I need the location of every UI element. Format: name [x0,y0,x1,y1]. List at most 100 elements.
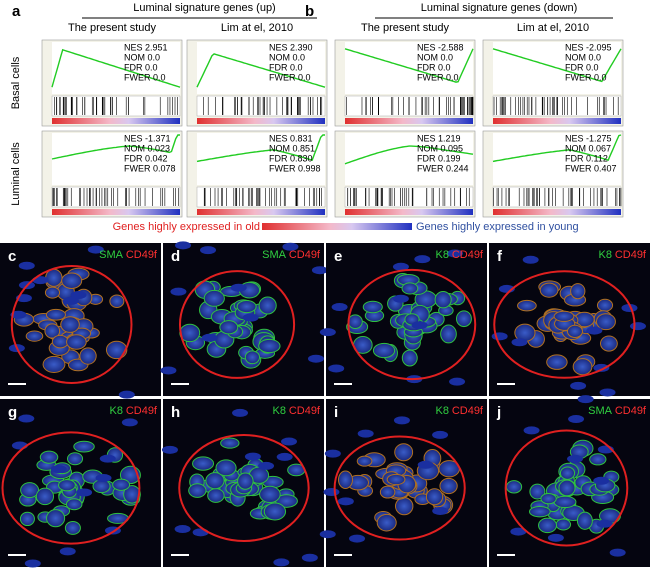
gsea-stat: NES 1.219 [417,133,461,143]
hit-area [196,186,326,208]
nucleus [263,502,287,521]
nucleus [372,342,396,359]
nucleus [386,473,406,486]
nucleus [215,459,237,477]
stroma-nucleus [491,332,508,341]
stroma-nucleus [511,338,528,347]
stain-red: CD49f [126,249,158,261]
stroma-nucleus [273,558,290,567]
gsea-stat: NES -2.095 [565,42,612,52]
nucleus [394,443,414,462]
stain-red: CD49f [289,405,321,417]
enrichment-curve [196,134,325,163]
stain-red: CD49f [615,249,647,261]
nucleus [237,472,254,490]
rank-bar [197,209,325,215]
stroma-nucleus [70,291,87,300]
nucleus [517,299,537,312]
nucleus [539,282,559,298]
stroma-nucleus [319,530,336,539]
stroma-nucleus [510,527,527,536]
column-title: Lim at el, 2010 [517,22,589,34]
nucleus [105,340,128,360]
stroma-nucleus [577,395,594,404]
stroma-nucleus [242,313,259,322]
nucleus [42,355,66,373]
nucleus [440,324,457,344]
nucleus [219,320,239,335]
stain-red: CD49f [452,405,484,417]
curve-area [197,133,325,185]
legend-bar [262,223,412,230]
stain-green: SMA [262,249,287,261]
stroma-nucleus [232,408,249,417]
nucleus [79,347,97,365]
stroma-nucleus [18,261,35,270]
nucleus [188,483,207,498]
panel-label: b [305,3,314,20]
stroma-nucleus [323,488,340,497]
nucleus [559,466,576,480]
stroma-nucleus [95,474,112,483]
stroma-nucleus [609,548,626,557]
nucleus [44,323,61,339]
nucleus [434,290,452,309]
panel-label: c [8,248,16,265]
nucleus [505,480,523,494]
basement-membrane [1,431,141,545]
rank-bar [345,209,473,215]
stroma-nucleus [24,559,41,568]
nucleus [51,334,69,349]
stroma-nucleus [417,460,434,469]
gsea-stat: NOM 0.0 [565,52,601,62]
nucleus [35,487,55,506]
gsea-stat: FWER 0.0 [269,72,311,82]
gsea-stat: NOM 0.0 [417,52,453,62]
column-title: The present study [68,22,157,34]
nucleus [553,495,577,509]
basement-membrane [504,429,629,547]
stroma-nucleus [349,534,366,543]
nucleus [529,483,546,500]
stroma-nucleus [175,241,192,250]
stroma-nucleus [596,519,613,528]
nucleus [39,450,59,464]
stroma-nucleus [282,242,299,251]
stroma-nucleus [593,476,610,485]
column-title: Lim at el, 2010 [221,22,293,34]
nucleus [61,272,83,289]
nucleus [66,452,84,466]
nucleus [45,268,63,287]
stroma-nucleus [568,415,585,424]
stroma-nucleus [244,452,261,461]
nucleus [401,282,419,295]
stroma-nucleus [87,245,104,254]
gsea-stat: FDR 0.112 [565,153,608,163]
nucleus [439,477,458,495]
stroma-nucleus [258,461,275,470]
panel-label: i [334,404,338,421]
enrichment-curve [492,48,622,83]
panel-label: f [497,248,503,265]
enrichment-curve [492,134,622,163]
stroma-nucleus [522,255,539,264]
panel-label: e [334,248,342,265]
gsea-stat: FDR 0.0 [269,62,303,72]
nucleus [376,513,397,532]
enrichment-curve [196,53,326,88]
gsea-stat: FDR 0.199 [417,153,461,163]
stain-green: K8 [436,405,449,417]
enrichment-curve [344,145,474,165]
stain-red: CD49f [126,405,158,417]
stroma-nucleus [160,366,177,375]
stain-green: SMA [99,249,124,261]
nucleus [44,286,61,299]
